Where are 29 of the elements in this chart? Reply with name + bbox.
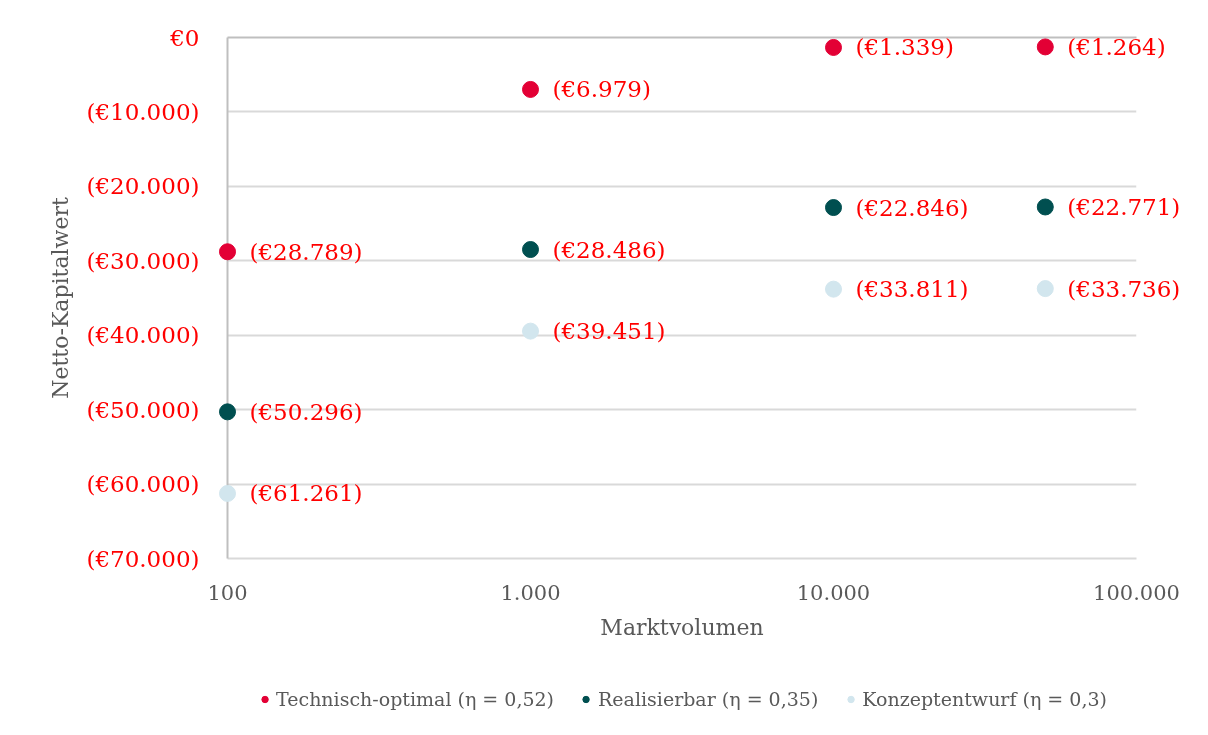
y-axis-title: Netto-Kapitalwert — [48, 197, 74, 399]
data-label: (€33.811) — [855, 276, 969, 303]
data-label: (€1.339) — [855, 34, 954, 61]
legend-label: Konzeptentwurf (η = 0,3) — [862, 688, 1107, 710]
data-label: (€22.771) — [1067, 193, 1181, 220]
x-axis-title: Marktvolumen — [600, 614, 764, 640]
y-tick-label: (€30.000) — [86, 247, 200, 274]
data-label: (€1.264) — [1067, 33, 1166, 60]
data-label: (€61.261) — [249, 480, 363, 507]
legend-label: Realisierbar (η = 0,35) — [598, 688, 819, 710]
data-label: (€33.736) — [1067, 275, 1181, 302]
data-label: (€28.486) — [552, 236, 666, 263]
y-tick-label: (€10.000) — [86, 98, 200, 125]
x-tick-label: 1.000 — [500, 580, 561, 605]
legend-label: Technisch-optimal (η = 0,52) — [276, 688, 555, 710]
x-tick-label: 100 — [207, 580, 248, 605]
x-tick-label: 10.000 — [796, 580, 871, 605]
y-tick-label: (€20.000) — [86, 173, 200, 200]
data-label: (€50.296) — [249, 398, 363, 425]
data-label: (€6.979) — [552, 76, 651, 103]
y-tick-label: €0 — [169, 24, 200, 51]
data-label: (€39.451) — [552, 318, 666, 345]
x-tick-label: 100.000 — [1093, 580, 1180, 605]
y-tick-label: (€60.000) — [86, 471, 200, 498]
y-tick-label: (€40.000) — [86, 322, 200, 349]
data-label: (€22.846) — [855, 194, 969, 221]
data-label: (€28.789) — [249, 238, 363, 265]
y-tick-label: (€50.000) — [86, 396, 200, 423]
y-tick-label: (€70.000) — [86, 545, 200, 572]
